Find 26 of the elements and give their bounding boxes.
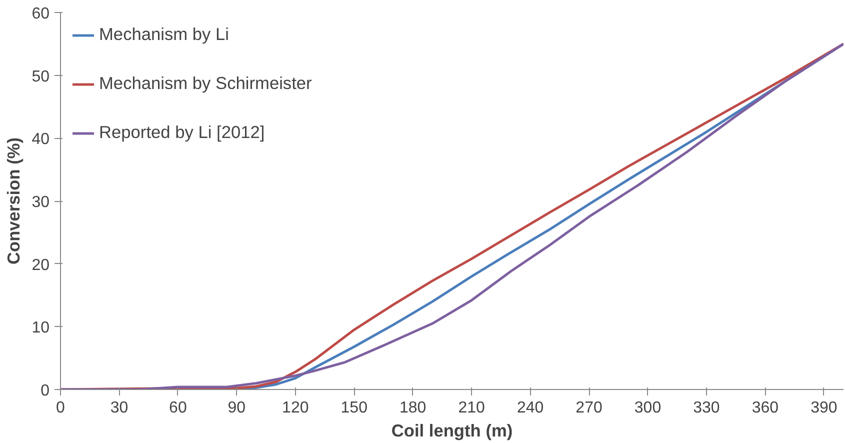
- y-tick-label: 0: [40, 382, 50, 400]
- x-tick-label: 300: [634, 400, 662, 416]
- x-tick-label: 180: [400, 400, 426, 416]
- x-tick-label: 60: [169, 400, 187, 416]
- x-tick-label: 0: [56, 400, 66, 416]
- x-tick-label: 270: [576, 400, 602, 416]
- y-tick-label: 10: [32, 320, 50, 337]
- x-tick-label: 210: [458, 400, 486, 416]
- y-tick-label: 60: [32, 6, 50, 22]
- x-tick-label: 330: [693, 400, 720, 416]
- x-tick-label: 390: [810, 400, 838, 416]
- x-tick-label: 360: [752, 400, 779, 416]
- y-axis-title: Conversion (%): [4, 137, 24, 265]
- x-tick-label: 150: [340, 400, 368, 416]
- y-tick-label: 50: [32, 68, 50, 86]
- legend-label: Reported by Li [2012]: [99, 122, 265, 143]
- legend-label: Mechanism by Schirmeister: [99, 73, 312, 94]
- x-tick-label: 30: [110, 400, 128, 416]
- x-tick-label: 240: [516, 400, 544, 416]
- y-tick-label: 30: [32, 194, 50, 211]
- legend-label: Mechanism by Li: [99, 24, 230, 45]
- y-tick-label: 20: [32, 256, 50, 274]
- x-tick-label: 120: [282, 400, 309, 416]
- x-axis-title: Coil length (m): [391, 420, 513, 440]
- y-tick-label: 40: [32, 131, 50, 148]
- x-tick-label: 90: [228, 400, 246, 416]
